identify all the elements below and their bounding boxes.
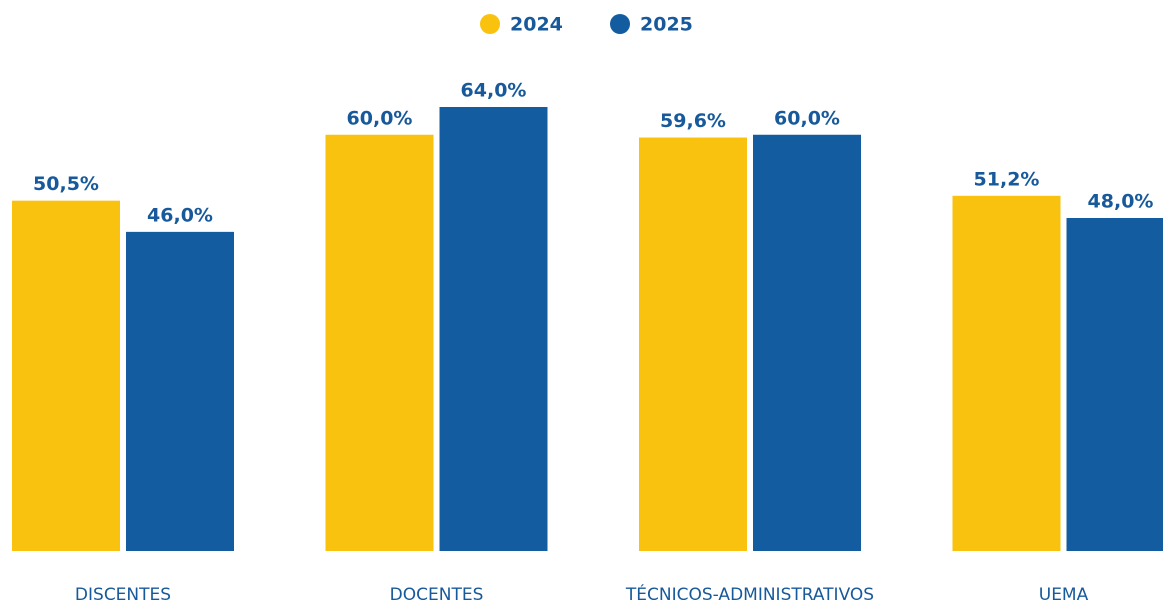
- bar: [1066, 218, 1163, 551]
- value-label: 46,0%: [147, 204, 213, 226]
- value-label: 60,0%: [774, 107, 840, 129]
- bar: [12, 200, 120, 551]
- legend-label: 2025: [640, 14, 693, 36]
- x-tick-label: DOCENTES: [390, 585, 484, 603]
- bar: [753, 134, 861, 551]
- value-label: 51,2%: [974, 168, 1040, 190]
- bar: [126, 231, 234, 551]
- value-label: 50,5%: [33, 173, 99, 195]
- bar: [952, 195, 1061, 552]
- value-label: 48,0%: [1088, 191, 1154, 213]
- value-label: 60,0%: [347, 107, 413, 129]
- bar: [325, 134, 434, 551]
- legend-swatch: [610, 14, 630, 34]
- x-tick-label: DISCENTES: [75, 585, 171, 603]
- bar: [439, 107, 548, 551]
- x-tick-label: TÉCNICOS-ADMINISTRATIVOS: [625, 583, 874, 603]
- x-tick-label: UEMA: [1039, 585, 1089, 603]
- bar: [639, 137, 747, 551]
- value-label: 64,0%: [461, 80, 527, 102]
- legend-label: 2024: [510, 14, 563, 36]
- value-label: 59,6%: [660, 110, 726, 132]
- legend-swatch: [480, 14, 500, 34]
